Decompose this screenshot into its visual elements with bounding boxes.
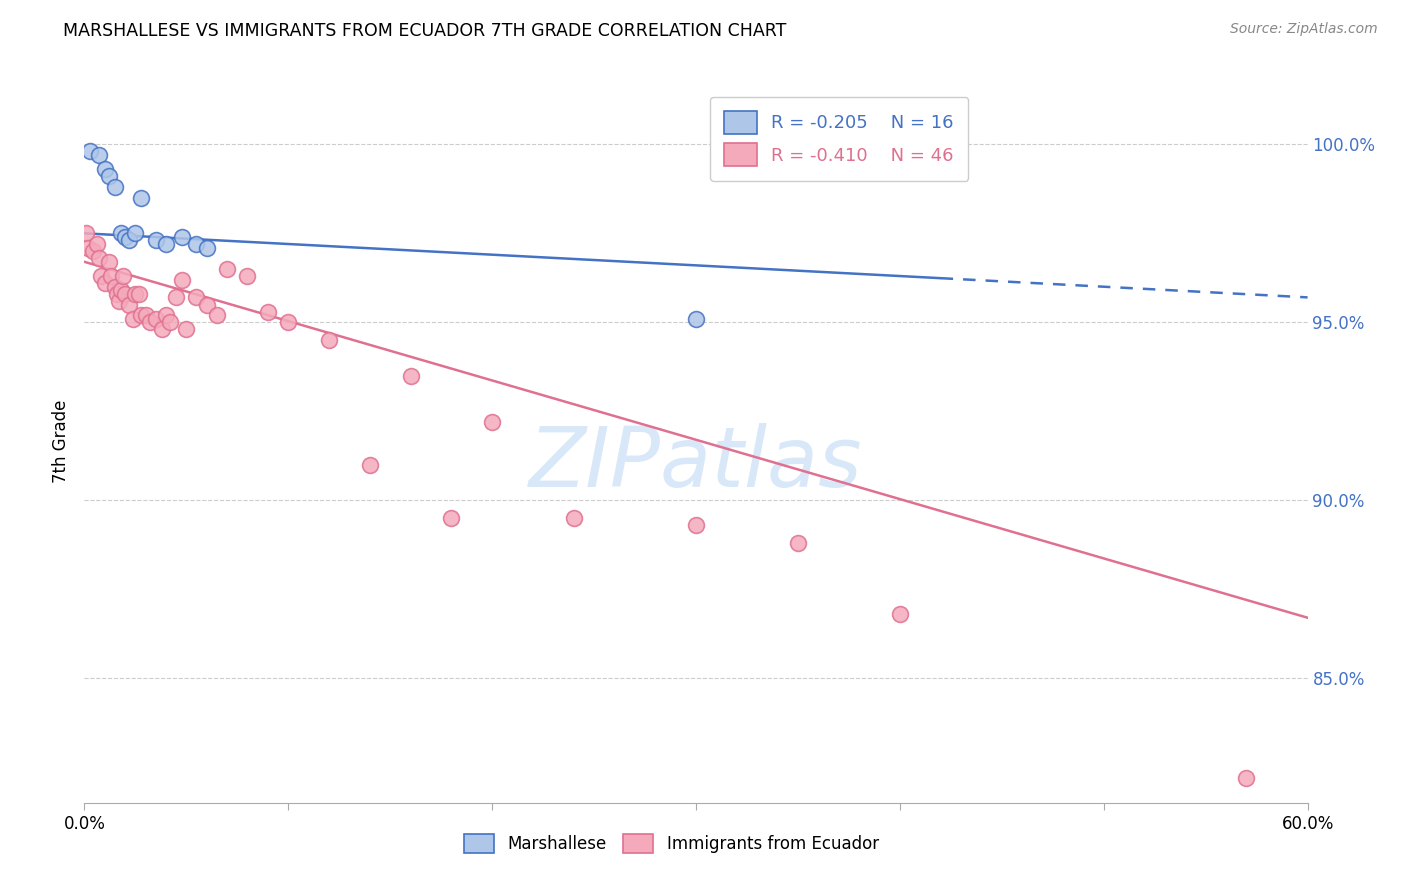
Point <box>110 283 132 297</box>
Point <box>131 308 153 322</box>
Point <box>124 286 146 301</box>
Point <box>236 268 259 283</box>
Point <box>172 230 194 244</box>
Point <box>93 162 115 177</box>
Point <box>114 286 136 301</box>
Point <box>122 311 145 326</box>
Point <box>257 304 280 318</box>
Point <box>97 254 120 268</box>
Point <box>77 241 100 255</box>
Point <box>1236 771 1258 785</box>
Point <box>787 536 810 550</box>
Point <box>145 234 167 248</box>
Text: MARSHALLESE VS IMMIGRANTS FROM ECUADOR 7TH GRADE CORRELATION CHART: MARSHALLESE VS IMMIGRANTS FROM ECUADOR 7… <box>63 22 786 40</box>
Point <box>174 322 197 336</box>
Point <box>118 234 141 248</box>
Point <box>79 145 101 159</box>
Point <box>145 311 167 326</box>
Point <box>86 237 108 252</box>
Point <box>104 279 127 293</box>
Point <box>195 241 218 255</box>
Point <box>93 276 115 290</box>
Point <box>186 290 208 304</box>
Point <box>82 244 104 259</box>
Point <box>138 315 160 329</box>
Point <box>205 308 228 322</box>
Point <box>110 227 132 241</box>
Point <box>685 518 707 533</box>
Text: Source: ZipAtlas.com: Source: ZipAtlas.com <box>1230 22 1378 37</box>
Point <box>159 315 181 329</box>
Point <box>165 290 187 304</box>
Legend: Marshallese, Immigrants from Ecuador: Marshallese, Immigrants from Ecuador <box>457 827 886 860</box>
Point <box>112 268 135 283</box>
Point <box>104 180 127 194</box>
Point <box>90 268 112 283</box>
Point <box>217 261 239 276</box>
Point <box>155 308 177 322</box>
Point <box>118 297 141 311</box>
Point <box>172 272 194 286</box>
Point <box>131 191 153 205</box>
Point <box>105 286 128 301</box>
Point <box>277 315 299 329</box>
Point <box>97 169 120 184</box>
Point <box>87 148 110 162</box>
Point <box>440 511 463 525</box>
Point <box>186 237 208 252</box>
Point <box>481 415 503 429</box>
Y-axis label: 7th Grade: 7th Grade <box>52 400 70 483</box>
Point <box>87 252 110 266</box>
Point <box>100 268 122 283</box>
Point <box>75 227 97 241</box>
Point <box>124 227 146 241</box>
Point <box>155 237 177 252</box>
Point <box>399 368 422 383</box>
Point <box>685 311 707 326</box>
Point <box>562 511 585 525</box>
Point <box>114 230 136 244</box>
Point <box>108 293 131 308</box>
Point <box>318 333 340 347</box>
Text: ZIPatlas: ZIPatlas <box>529 423 863 504</box>
Point <box>889 607 911 622</box>
Point <box>135 308 157 322</box>
Point <box>150 322 173 336</box>
Point <box>128 286 150 301</box>
Point <box>359 458 381 472</box>
Point <box>195 297 218 311</box>
